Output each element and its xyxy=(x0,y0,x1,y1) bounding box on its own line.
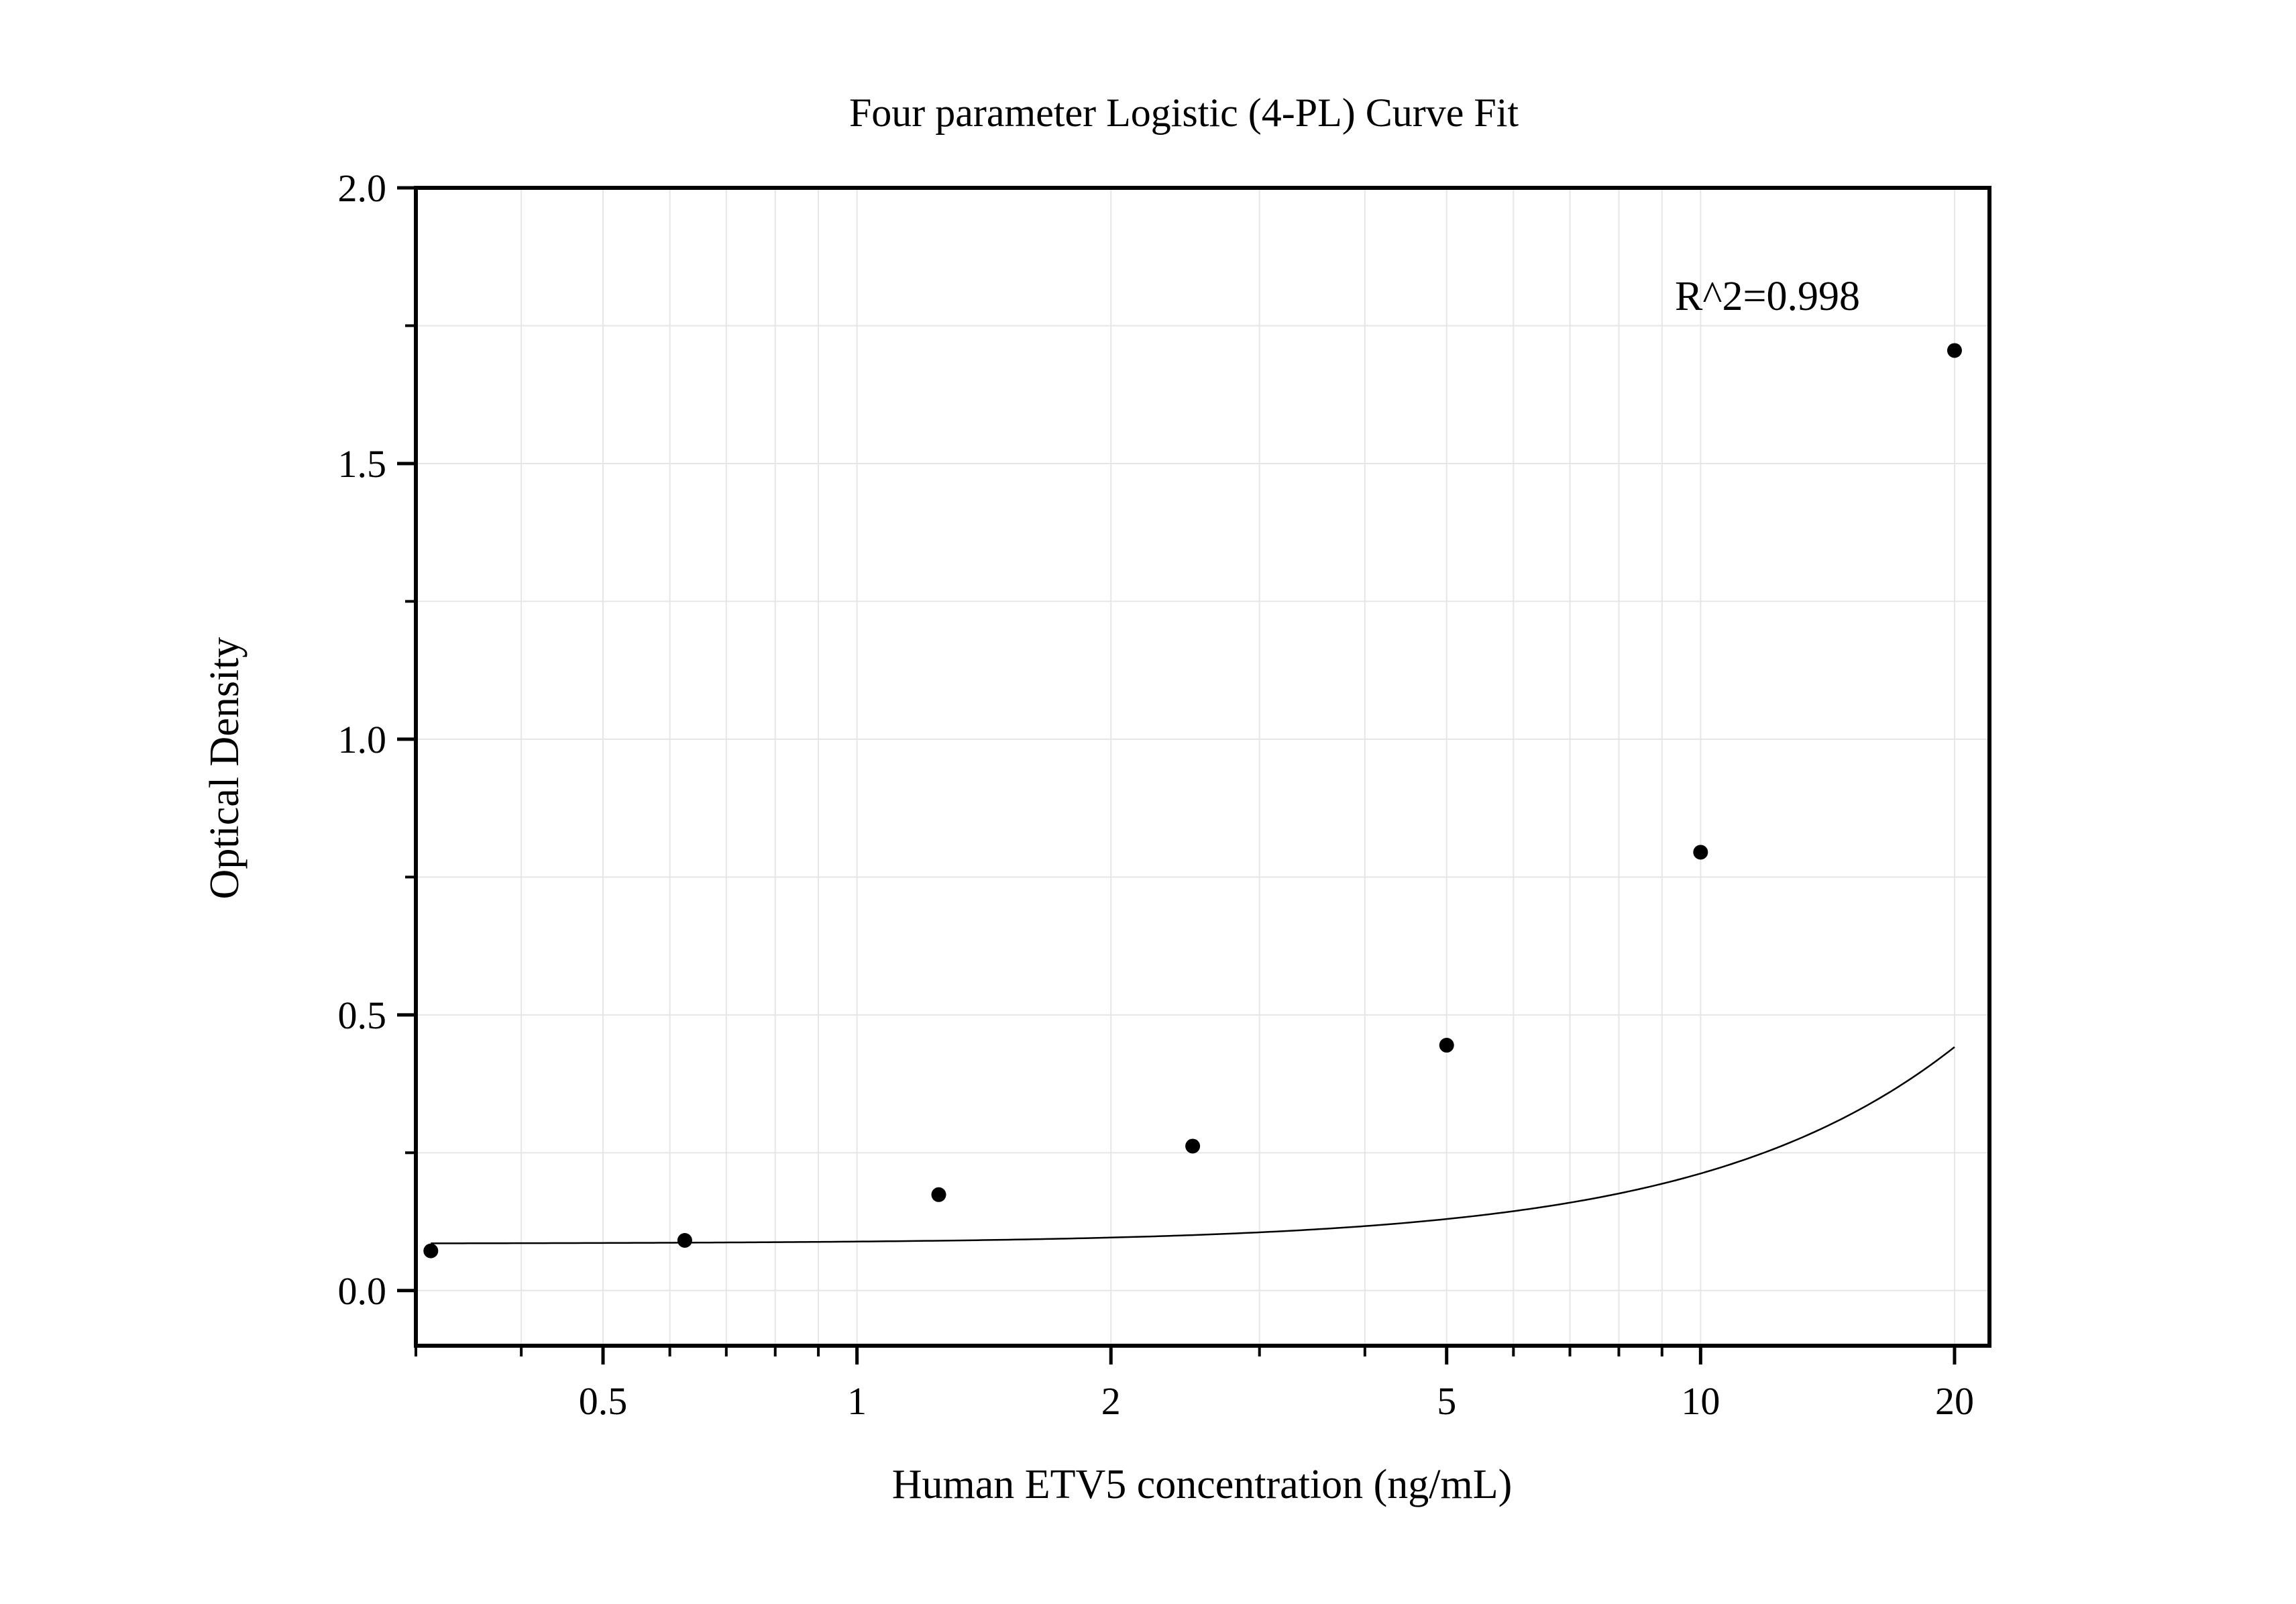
grid xyxy=(415,187,1989,1346)
x-tick-label: 5 xyxy=(1437,1379,1456,1423)
chart-title: Four parameter Logistic (4-PL) Curve Fit xyxy=(849,91,1519,135)
y-tick-label: 0.5 xyxy=(338,994,387,1037)
r-squared-annotation: R^2=0.998 xyxy=(1675,274,1860,319)
x-tick-label: 10 xyxy=(1681,1379,1720,1423)
data-point xyxy=(1947,343,1962,358)
data-point xyxy=(1439,1038,1454,1053)
x-tick-label: 20 xyxy=(1935,1379,1974,1423)
y-tick-label: 2.0 xyxy=(338,166,387,210)
data-point xyxy=(1693,845,1708,860)
x-tick-label: 1 xyxy=(847,1379,867,1423)
y-axis-label: Optical Density xyxy=(202,637,248,900)
x-axis-label: Human ETV5 concentration (ng/mL) xyxy=(892,1462,1513,1507)
y-tick-label: 1.0 xyxy=(338,718,387,761)
x-tick-labels: 0.5 1 2 5 10 20 xyxy=(579,1379,1974,1423)
data-point xyxy=(423,1243,439,1259)
y-tick-labels: 0.0 0.5 1.0 1.5 2.0 xyxy=(338,166,387,1313)
y-tick-label: 1.5 xyxy=(338,442,387,486)
axis-ticks xyxy=(397,186,1957,1365)
data-points xyxy=(423,343,1962,1259)
data-point xyxy=(931,1187,946,1202)
data-point xyxy=(1185,1138,1201,1154)
x-tick-label: 0.5 xyxy=(579,1379,628,1423)
y-tick-label: 0.0 xyxy=(338,1269,387,1313)
x-tick-label: 2 xyxy=(1101,1379,1121,1423)
data-point xyxy=(677,1233,692,1248)
plot-frame xyxy=(414,186,1991,1348)
